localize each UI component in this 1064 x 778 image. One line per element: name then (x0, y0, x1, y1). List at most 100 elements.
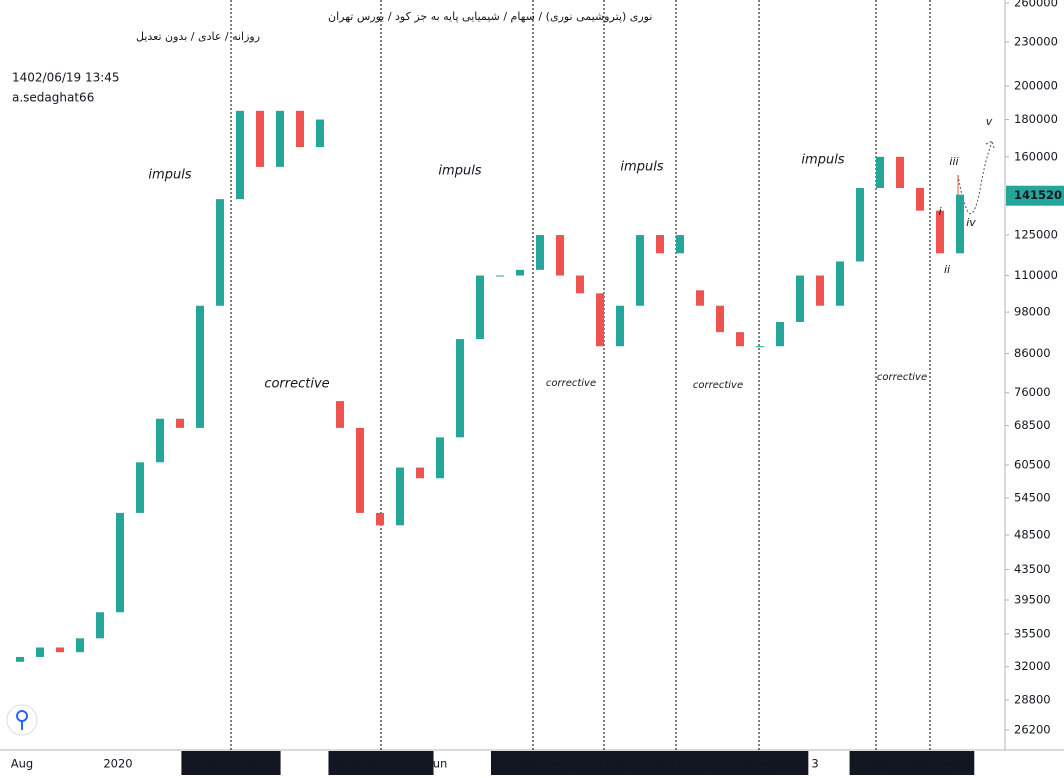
annotation: impuls (620, 160, 663, 175)
y-tick-label: 48500 (1014, 527, 1051, 541)
date-marker-label: دوشنبه ۱۴۰۲/۵/۲ (891, 756, 969, 769)
candle (56, 647, 64, 653)
candle (216, 199, 224, 306)
annotation: impuls (148, 168, 191, 183)
date-marker-label: ۱۴۰۰/۱۱/۳۰ (577, 756, 632, 769)
candle (96, 612, 104, 639)
candle (16, 656, 24, 662)
candle (916, 188, 924, 211)
date-marker: دوشنبه ۱۴۰۱/۳/۲۳ (628, 751, 724, 775)
candle (656, 235, 664, 254)
candle (76, 638, 84, 653)
candle (496, 275, 504, 277)
annotation: iv (966, 216, 976, 229)
candle (516, 269, 524, 276)
candle (36, 647, 44, 657)
candle (456, 339, 464, 438)
annotation: iii (949, 155, 958, 168)
candle (936, 210, 944, 254)
x-tick-label: 3 (811, 757, 818, 771)
date-marker: چهارشنبه ۱۴۰۱/۸/۴ (709, 751, 809, 775)
candle (176, 418, 184, 428)
date-marker-label: چهارشنبه ۱۴۰۱/۸/۴ (715, 756, 804, 769)
candle (616, 305, 624, 347)
annotation: corrective (693, 380, 743, 391)
candle (716, 305, 724, 333)
candle (156, 418, 164, 463)
candle (576, 275, 584, 294)
candle (676, 235, 684, 254)
y-tick-label: 35500 (1014, 626, 1051, 640)
candle (316, 119, 324, 148)
date-marker: سه‌شنبه ۱۳۹۹/۱۲/۱۲ (328, 751, 434, 775)
candle (696, 290, 704, 306)
annotation: impuls (801, 153, 844, 168)
candle (276, 110, 284, 167)
date-marker-box (181, 751, 281, 775)
candle (776, 321, 784, 347)
candle (356, 427, 364, 513)
date-marker-box (571, 751, 637, 775)
candle (556, 235, 564, 276)
logo (6, 704, 38, 736)
y-tick-label: 180000 (1014, 112, 1058, 126)
y-tick-label: 125000 (1014, 228, 1058, 242)
y-tick-label: 32000 (1014, 659, 1051, 673)
chart-settings: روزانه / عادی / بدون تعدیل (136, 30, 260, 43)
y-tick-label: 76000 (1014, 385, 1051, 399)
annotation: ii (944, 263, 950, 276)
candle (956, 194, 964, 254)
x-tick-label: Aug (11, 757, 33, 771)
y-tick-label: 86000 (1014, 346, 1051, 360)
candle (596, 293, 604, 347)
y-tick-label: 43500 (1014, 562, 1051, 576)
candle (896, 156, 904, 189)
date-marker: شنبه ۱۴۰۰/۸/۱۲ (490, 751, 576, 775)
y-tick-label: 26200 (1014, 723, 1051, 737)
date-marker-label: سه‌شنبه ۱۳۹۹/۱۲/۱۲ (333, 756, 428, 769)
annotation: corrective (546, 378, 596, 389)
date-marker-box (885, 751, 975, 775)
date-marker-box (328, 751, 434, 775)
timestamp: 1402/06/19 13:45 (12, 71, 120, 85)
candle (256, 110, 264, 167)
y-tick-label: 160000 (1014, 149, 1058, 163)
candle (396, 467, 404, 526)
y-tick-label: 28800 (1014, 693, 1051, 707)
annotation: corrective (877, 372, 927, 383)
candle (856, 188, 864, 262)
candle (136, 462, 144, 513)
candle (736, 332, 744, 347)
y-tick-label: 110000 (1014, 268, 1058, 282)
annotation: i (938, 205, 941, 218)
candle (196, 305, 204, 428)
y-tick-label: 200000 (1014, 79, 1058, 93)
y-tick-label: 54500 (1014, 491, 1051, 505)
date-marker-box (709, 751, 809, 775)
date-marker-box (628, 751, 724, 775)
candle (416, 467, 424, 479)
candle (436, 437, 444, 479)
annotation: v (986, 115, 993, 128)
date-marker-box (490, 751, 576, 775)
date-marker-label: دوشنبه ۱۴۰۱/۳/۲۳ (634, 756, 718, 769)
date-marker: سه‌شنبه ۱۳۹۹/۴/۱۰ (181, 751, 281, 775)
candle (116, 512, 124, 613)
candle (376, 512, 384, 526)
x-tick-label: 2020 (103, 757, 132, 771)
candle (336, 401, 344, 428)
date-marker-label: شنبه ۱۴۰۰/۸/۱۲ (496, 756, 570, 769)
candle (536, 235, 544, 270)
author: a.sedaghat66 (12, 91, 94, 105)
candle (816, 275, 824, 306)
date-marker-label: سه‌شنبه ۱۳۹۹/۴/۱۰ (186, 756, 275, 769)
annotation: impuls (438, 164, 481, 179)
candle (876, 156, 884, 189)
y-tick-label: 60500 (1014, 457, 1051, 471)
candle (476, 275, 484, 340)
candle (236, 110, 244, 200)
candle (636, 235, 644, 306)
projection (957, 140, 995, 215)
